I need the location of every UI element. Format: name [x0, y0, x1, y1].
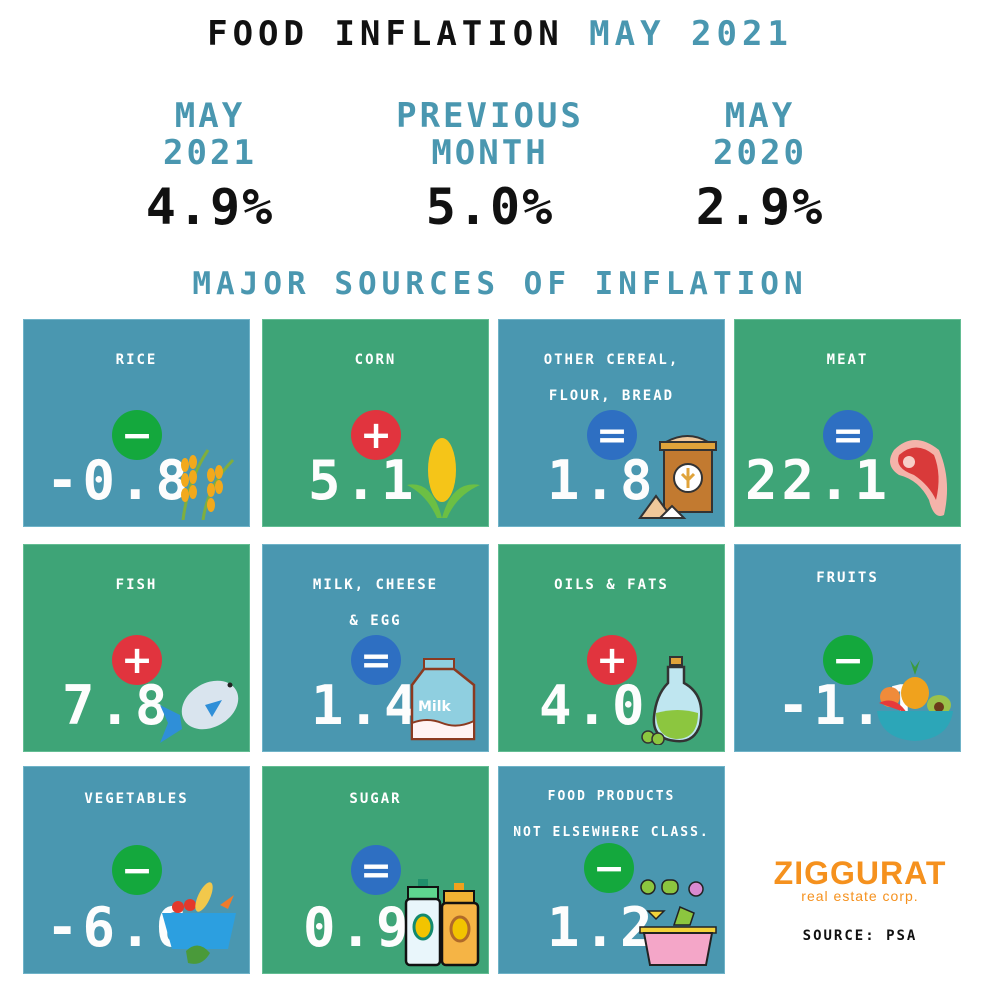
tile-food-products-nec: FOOD PRODUCTS NOT ELSEWHERE CLASS. − 1.2	[498, 766, 725, 974]
svg-text:Milk: Milk	[418, 699, 452, 715]
tile-value: 0.9	[303, 896, 413, 959]
plus-icon: +	[351, 410, 401, 460]
rice-icon	[181, 449, 235, 520]
tile-label: FOOD PRODUCTS NOT ELSEWHERE CLASS.	[513, 789, 710, 840]
stat-label: PREVIOUS MONTH	[396, 96, 584, 173]
tile-fruits: FRUITS − -1.1	[734, 544, 961, 752]
tile-value: -0.8	[46, 449, 193, 512]
stat-value: 5.0%	[425, 178, 555, 236]
tile-value: 7.8	[62, 674, 172, 737]
tile-label: RICE	[115, 352, 158, 368]
tile-value: 1.8	[547, 449, 657, 512]
tile-corn: CORN + 5.1	[262, 319, 489, 527]
tile-vegetables: VEGETABLES − -6.6	[23, 766, 250, 974]
tile-label: MILK, CHEESE & EGG	[312, 577, 439, 629]
tile-value: 1.2	[547, 896, 657, 959]
logo-tagline: real estate corp.	[801, 888, 919, 904]
stat-previous-month: PREVIOUS MONTH 5.0%	[360, 96, 620, 237]
source-note: SOURCE: PSA	[802, 928, 918, 944]
page-title: FOOD INFLATION MAY 2021	[0, 14, 1000, 54]
food-basket-icon	[639, 879, 717, 966]
stat-value: 4.9%	[145, 178, 275, 236]
stat-label: MAY 2021	[163, 96, 257, 173]
tile-label: CORN	[354, 352, 397, 368]
stat-value: 2.9%	[695, 178, 825, 236]
minus-icon: −	[823, 635, 873, 685]
tile-oils-fats: OILS & FATS + 4.0	[498, 544, 725, 752]
company-logo: ZIGGURAT real estate corp.	[760, 855, 960, 904]
title-accent: MAY 2021	[589, 14, 793, 54]
sugar-jars-icon	[404, 879, 480, 967]
tile-value: 1.4	[311, 674, 421, 737]
milk-carton-icon: Milk	[410, 658, 476, 741]
tile-label: MEAT	[826, 352, 869, 368]
tile-value: 22.1	[745, 449, 892, 512]
fish-icon	[160, 680, 239, 743]
tile-meat: MEAT = 22.1	[734, 319, 961, 527]
tile-value: 5.1	[308, 449, 418, 512]
tile-rice: RICE − -0.8	[23, 319, 250, 527]
minus-icon: −	[112, 410, 162, 460]
tile-label: OTHER CEREAL, FLOUR, BREAD	[543, 352, 680, 404]
equal-icon: =	[351, 845, 401, 895]
tile-label: FRUITS	[816, 570, 879, 586]
plus-icon: +	[587, 635, 637, 685]
vegetable-basket-icon	[162, 882, 236, 964]
steak-icon	[890, 440, 948, 516]
section-title: MAJOR SOURCES OF INFLATION	[192, 266, 808, 302]
tile-label: VEGETABLES	[84, 791, 189, 807]
equal-icon: =	[823, 410, 873, 460]
oil-bottle-icon	[641, 656, 703, 745]
flour-sack-icon	[638, 435, 717, 519]
stat-may-2021: MAY 2021 4.9%	[80, 96, 340, 237]
title-main: FOOD INFLATION	[207, 14, 590, 54]
tile-label: OILS & FATS	[554, 577, 669, 593]
equal-icon: =	[351, 635, 401, 685]
tile-label: FISH	[115, 577, 158, 593]
tile-label: SUGAR	[349, 791, 402, 807]
stat-label: MAY 2020	[713, 96, 807, 173]
plus-icon: +	[112, 635, 162, 685]
tile-milk-cheese-egg: MILK, CHEESE & EGG = 1.4 Milk	[262, 544, 489, 752]
stat-may-2020: MAY 2020 2.9%	[630, 96, 890, 237]
tile-value: -6.6	[46, 896, 193, 959]
tile-value: 4.0	[539, 674, 649, 737]
logo-brand: ZIGGURAT	[773, 855, 947, 891]
minus-icon: −	[584, 843, 634, 893]
tile-fish: FISH + 7.8	[23, 544, 250, 752]
corn-icon	[407, 438, 480, 518]
fruit-bowl-icon	[877, 660, 953, 741]
equal-icon: =	[587, 410, 637, 460]
tile-sugar: SUGAR = 0.9	[262, 766, 489, 974]
tile-other-cereal: OTHER CEREAL, FLOUR, BREAD = 1.8	[498, 319, 725, 527]
minus-icon: −	[112, 845, 162, 895]
